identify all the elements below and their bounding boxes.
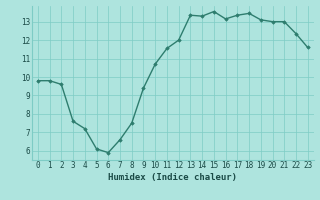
X-axis label: Humidex (Indice chaleur): Humidex (Indice chaleur) — [108, 173, 237, 182]
